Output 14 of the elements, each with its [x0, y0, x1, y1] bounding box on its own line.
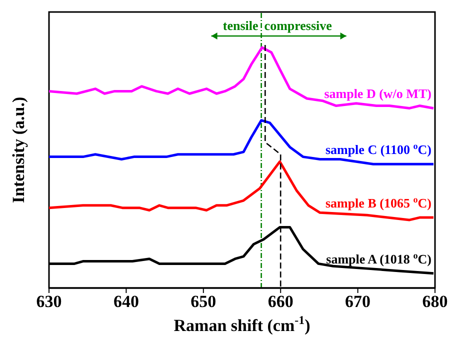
x-tick-label: 680	[422, 292, 448, 312]
series-label: sample C (1100 $^{o}$C)	[325, 141, 432, 158]
y-axis-title: Intensity (a.u.)	[9, 96, 28, 204]
series-label: sample D (w/o MT)	[324, 86, 432, 102]
x-tick-label: 670	[345, 292, 371, 312]
x-tick-label: 660	[268, 292, 294, 312]
x-tick-label: 630	[36, 292, 62, 312]
series-label: sample B (1065 $^{o}$C)	[325, 194, 432, 211]
text: tensile	[222, 18, 259, 33]
x-tick-label: 640	[113, 292, 139, 312]
series-label: sample A (1018 $^{o}$C)	[326, 250, 432, 266]
x-axis-title: Raman shift (cm$^{-1}$)	[174, 313, 310, 335]
text: compressive	[264, 18, 332, 33]
x-tick-label: 650	[190, 292, 216, 312]
